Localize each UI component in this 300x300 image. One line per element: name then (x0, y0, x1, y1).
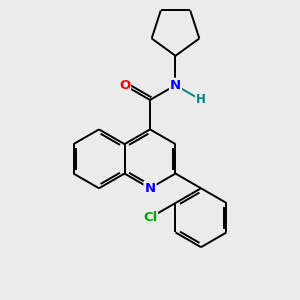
Text: N: N (170, 79, 181, 92)
Text: Cl: Cl (143, 211, 157, 224)
Text: H: H (196, 93, 206, 106)
Text: O: O (119, 79, 130, 92)
Text: N: N (144, 182, 156, 195)
